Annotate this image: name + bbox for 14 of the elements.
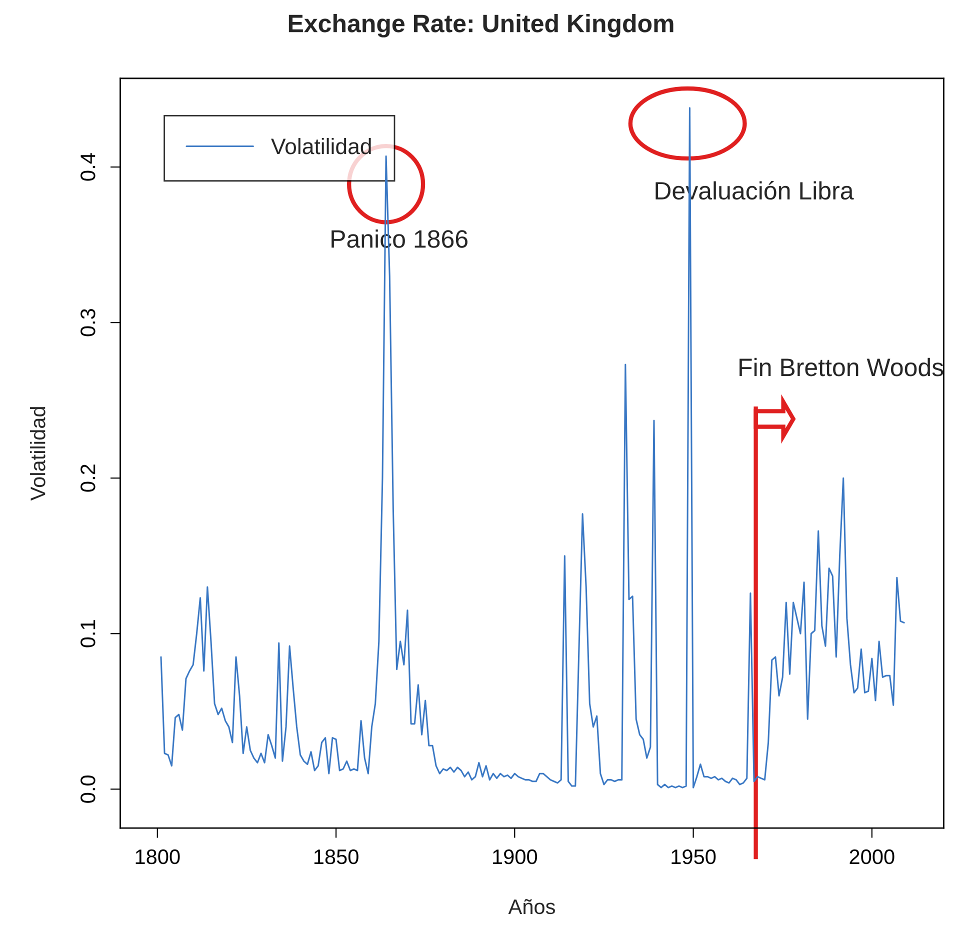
x-tick-label: 1800: [136, 849, 180, 864]
y-tick-label: 0.4: [80, 153, 96, 181]
chart-title: Exchange Rate: United Kingdom: [288, 14, 674, 38]
x-tick-label: 2000: [850, 849, 894, 864]
x-axis-title: Años: [508, 899, 555, 914]
legend-label: Volatilidad: [271, 138, 371, 154]
y-axis-title: Volatilidad: [30, 407, 46, 501]
x-tick-label: 1900: [493, 849, 538, 864]
x-tick-label: 1850: [314, 849, 358, 864]
y-tick-label: 0.3: [80, 308, 96, 336]
y-tick-label: 0.0: [80, 775, 96, 803]
y-tick-label: 0.1: [80, 620, 96, 648]
y-tick-label: 0.2: [80, 464, 96, 492]
x-tick-label: 1950: [672, 849, 716, 864]
